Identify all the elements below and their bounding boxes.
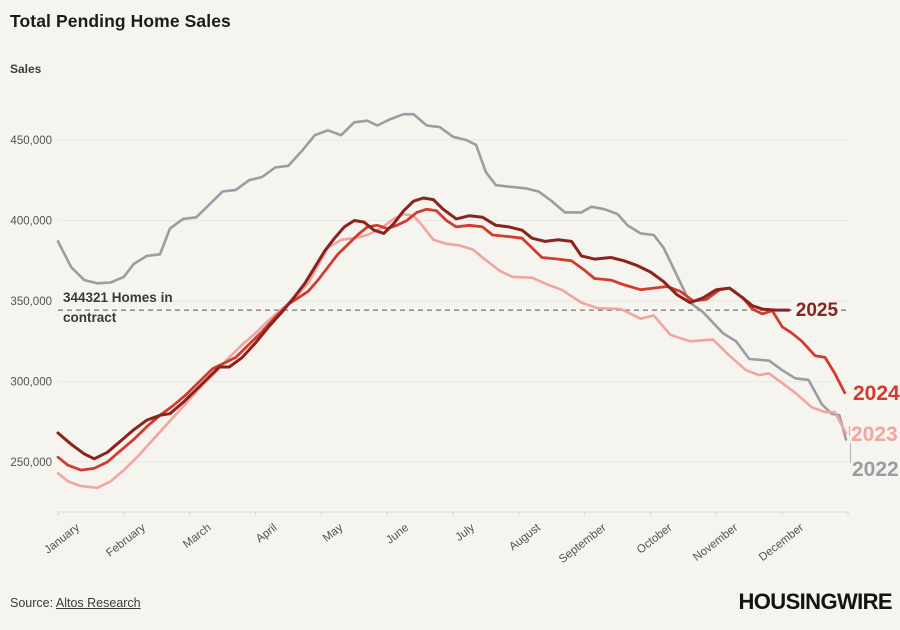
housingwire-logo: HOUSINGWIRE	[738, 589, 892, 614]
x-tick-label: October	[635, 522, 675, 557]
series-label-2023: 2023	[851, 423, 898, 446]
y-axis-title: Sales	[10, 62, 42, 76]
x-tick-label: May	[321, 522, 346, 545]
reference-annotation: 344321 Homes in contract	[63, 288, 193, 328]
chart-title: Total Pending Home Sales	[10, 11, 231, 31]
series-label-2025: 2025	[796, 300, 839, 321]
source-prefix: Source:	[10, 596, 56, 610]
series-label-2022: 2022	[852, 458, 899, 481]
y-tick-label: 400,000	[10, 216, 52, 228]
reference-annotation-line2: contract	[63, 310, 117, 325]
x-tick-label: June	[384, 522, 411, 547]
y-tick-label: 350,000	[10, 296, 52, 308]
source-link[interactable]: Altos Research	[55, 596, 141, 610]
series-label-2024: 2024	[853, 382, 900, 405]
y-tick-label: 450,000	[10, 135, 52, 147]
x-tick-label: February	[104, 522, 148, 560]
x-tick-label: September	[557, 522, 609, 566]
y-tick-label: 300,000	[10, 377, 52, 389]
x-tick-label: March	[181, 522, 214, 551]
y-tick-label: 250,000	[10, 457, 52, 469]
source-note: Source: Altos Research	[10, 596, 141, 610]
series-line-2022	[56, 112, 848, 441]
series-line-2025	[56, 196, 791, 461]
x-tick-label: November	[691, 522, 740, 564]
x-tick-label: April	[254, 522, 280, 546]
x-tick-label: December	[757, 522, 806, 564]
x-tick-label: July	[453, 522, 477, 544]
series-line-2023	[56, 212, 848, 490]
x-tick-label: August	[507, 521, 543, 553]
label-knockout	[791, 300, 834, 321]
x-tick-label: January	[42, 522, 82, 557]
series-line-2024	[56, 207, 847, 472]
reference-annotation-line1: 344321 Homes in	[63, 290, 173, 305]
